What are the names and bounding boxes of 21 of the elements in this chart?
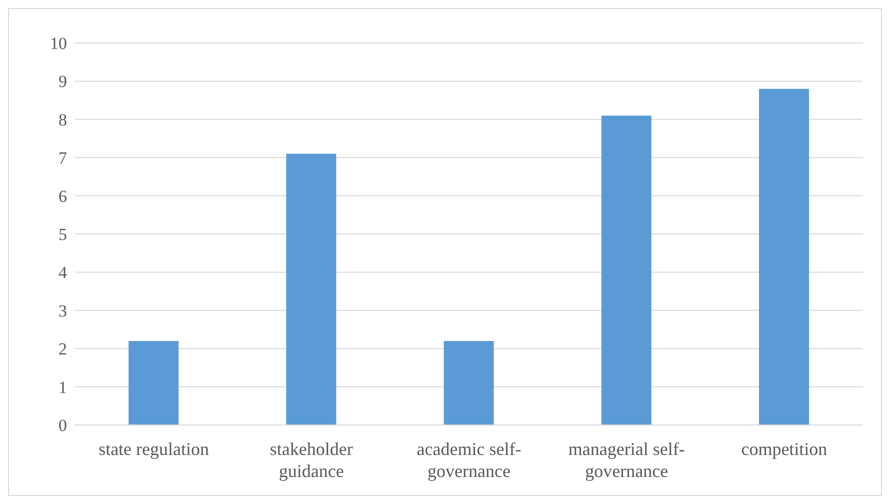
y-tick-label: 1: [58, 378, 67, 397]
bar: [286, 154, 336, 425]
y-tick-label: 2: [58, 340, 67, 359]
y-tick-label: 5: [58, 225, 67, 244]
y-tick-label: 6: [58, 186, 67, 206]
x-tick-label: stakeholder guidance: [270, 439, 353, 481]
x-tick-label: academic self-governance: [416, 439, 522, 481]
y-tick-label: 9: [58, 72, 67, 92]
bar: [758, 88, 809, 425]
x-tick-label: state regulation: [98, 439, 210, 459]
bar: [444, 340, 494, 425]
bar: [128, 340, 179, 425]
y-tick-label: 8: [58, 110, 67, 130]
bar: [601, 116, 652, 425]
y-tick-label: 7: [58, 148, 68, 168]
x-tick-label: competition: [741, 439, 828, 459]
y-tick-label: 10: [50, 34, 67, 54]
y-tick-label: 0: [58, 416, 67, 436]
y-tick-label: 3: [58, 301, 67, 320]
y-tick-label: 4: [58, 263, 68, 282]
x-tick-label: managerial self-governance: [568, 439, 685, 481]
